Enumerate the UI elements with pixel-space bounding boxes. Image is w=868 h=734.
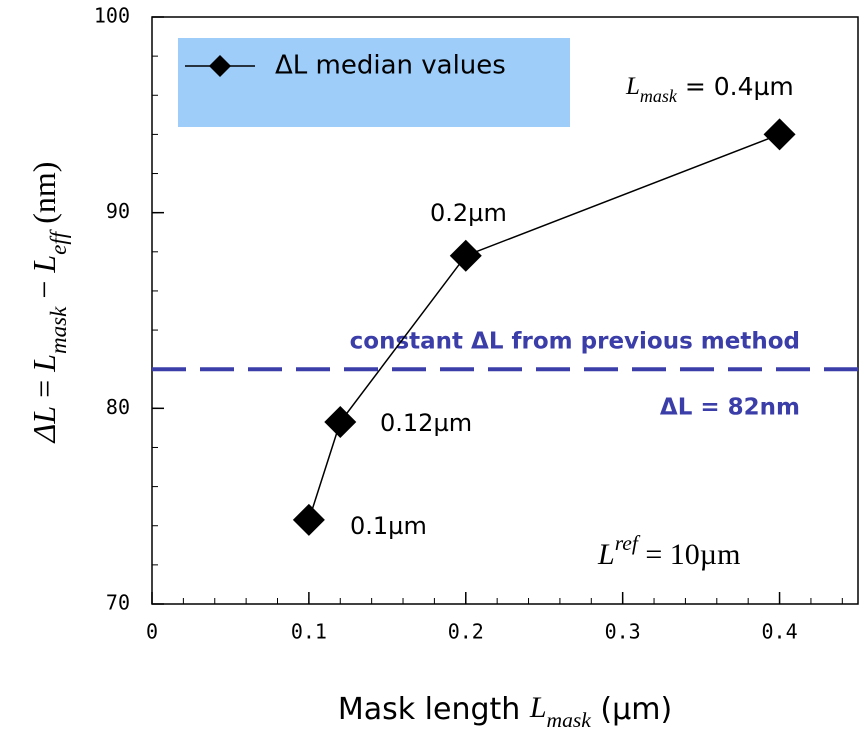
point-label: 0.1µm xyxy=(350,512,427,540)
label-part: = 10µm xyxy=(638,538,741,571)
annotation: Lref = 10µm xyxy=(597,531,740,571)
label-part: L xyxy=(26,255,62,274)
y-tick-label: 100 xyxy=(94,4,130,28)
label-part: L xyxy=(625,73,640,100)
x-tick-label: 0.2 xyxy=(448,620,484,644)
point-label: 0.2µm xyxy=(430,199,507,227)
label-part: mask xyxy=(640,86,678,106)
label-part: (µm) xyxy=(591,692,672,727)
series-line xyxy=(308,133,780,521)
x-tick-label: 0 xyxy=(146,620,158,644)
legend-marker xyxy=(209,55,231,77)
x-axis-label: Mask length Lmask (µm) xyxy=(338,691,672,730)
label-part: (nm) xyxy=(26,162,62,232)
point-label: Lmask = 0.4µm xyxy=(625,72,794,106)
x-tick-label: 0.3 xyxy=(605,620,641,644)
point-marker xyxy=(324,406,357,439)
y-tick-label: 90 xyxy=(106,199,130,223)
label-part: − xyxy=(26,273,62,307)
label-part: ref xyxy=(615,531,641,555)
reference-value-label: ΔL = 82nm xyxy=(660,395,800,421)
y-axis-label: ΔL = Lmask − Leff (nm) xyxy=(26,162,71,445)
label-part: L xyxy=(26,354,62,373)
y-tick-label: 70 xyxy=(106,591,130,615)
label-part: mask xyxy=(45,306,71,354)
label-part: L xyxy=(529,691,547,724)
label-part: eff xyxy=(45,228,71,255)
point-marker xyxy=(292,503,325,536)
plot-frame xyxy=(151,16,859,605)
label-part: L xyxy=(597,538,615,571)
label-part: = 0.4µm xyxy=(677,72,794,101)
label-part: ΔL xyxy=(26,406,62,445)
point-marker xyxy=(449,239,482,272)
label-part: = xyxy=(26,372,62,406)
point-label: 0.12µm xyxy=(380,409,472,437)
x-tick-label: 0.4 xyxy=(761,620,797,644)
y-tick-label: 80 xyxy=(106,395,130,419)
label-part: mask xyxy=(547,708,592,730)
label-part: Mask length xyxy=(338,692,530,727)
reference-label: constant ΔL from previous method xyxy=(350,329,800,355)
legend-box xyxy=(178,38,570,127)
x-tick-label: 0.1 xyxy=(291,620,327,644)
point-marker xyxy=(763,118,796,151)
legend-label: ΔL median values xyxy=(275,51,506,81)
